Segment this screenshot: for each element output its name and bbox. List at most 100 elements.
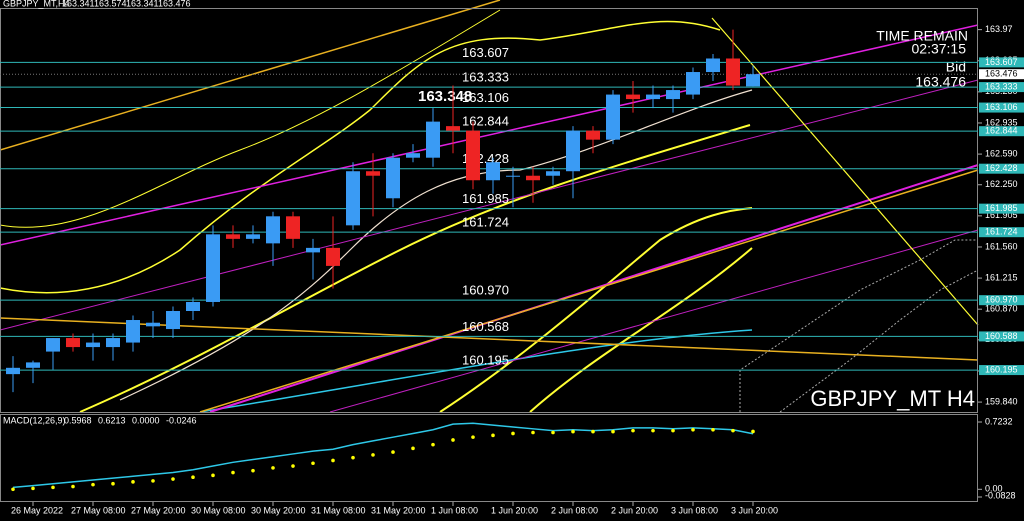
signal-dot xyxy=(631,428,635,433)
level-box xyxy=(979,227,1024,238)
drawn-objects xyxy=(0,0,979,413)
bid-label: Bid xyxy=(946,59,966,75)
candle-body xyxy=(626,94,640,100)
signal-dot xyxy=(231,470,235,475)
candle-body xyxy=(486,162,500,181)
main-frame xyxy=(0,8,978,413)
signal-dot xyxy=(331,458,335,463)
ohlc-readout: 163.341 xyxy=(62,0,95,8)
indicator-readout: -0.0246 xyxy=(166,415,197,425)
candle-body xyxy=(666,90,680,100)
x-tick-label: 27 May 08:00 xyxy=(71,505,126,515)
candle-body xyxy=(306,247,320,253)
band-upper xyxy=(0,20,721,294)
level-label: 163.607 xyxy=(462,45,509,60)
candle-body xyxy=(546,171,560,176)
level-box xyxy=(979,102,1024,113)
indicator-frame xyxy=(0,414,978,502)
y-tick-label: 159.840 xyxy=(985,396,1018,406)
level-box-label: 162.428 xyxy=(985,163,1018,173)
signal-dot xyxy=(271,466,275,470)
trendline xyxy=(0,79,979,331)
bid-box-label: 163.476 xyxy=(985,69,1018,79)
signal-dot xyxy=(311,461,315,466)
signal-dot xyxy=(351,455,355,460)
signal-dot xyxy=(51,485,55,490)
candle-body xyxy=(726,58,740,86)
level-label: 163.106 xyxy=(462,90,509,105)
candle-body xyxy=(746,74,760,87)
signal-dot xyxy=(411,446,415,451)
bid-box xyxy=(979,69,1024,80)
level-box-label: 160.588 xyxy=(985,331,1018,341)
candle-body xyxy=(426,121,440,158)
signal-dot xyxy=(191,475,195,479)
level-label: 160.195 xyxy=(462,353,509,368)
candle-body xyxy=(446,126,460,131)
candle-body xyxy=(126,320,140,343)
level-box xyxy=(979,82,1024,93)
watermark: GBPJPY_MT H4 xyxy=(810,386,975,411)
candle-body xyxy=(706,58,720,73)
level-box xyxy=(979,203,1024,214)
time-remain-label: TIME REMAIN xyxy=(876,28,968,44)
candle-body xyxy=(406,153,420,158)
candle-body xyxy=(206,234,220,302)
indicator-readout: 0.5968 xyxy=(64,415,92,425)
ma-line xyxy=(199,329,753,413)
signal-dot xyxy=(731,428,735,433)
indicator-y-tick-label: 0.7232 xyxy=(985,416,1013,426)
y-tick-label: 162.250 xyxy=(985,179,1018,189)
trendline xyxy=(711,17,979,326)
signal-dot xyxy=(591,429,595,434)
candle-body xyxy=(166,311,180,330)
bid-value: 163.476 xyxy=(915,74,966,90)
trendline xyxy=(329,229,979,413)
signal-dot xyxy=(471,435,475,439)
ma-line xyxy=(439,207,753,413)
indicator-y-tick-label: 0.00 xyxy=(985,484,1003,494)
candle-body xyxy=(526,175,540,181)
signal-dot xyxy=(251,468,255,473)
y-tick-label: 161.905 xyxy=(985,210,1018,220)
candle-body xyxy=(286,216,300,239)
level-box-label: 163.106 xyxy=(985,102,1018,112)
candle-body xyxy=(146,322,160,327)
y-tick-label: 161.560 xyxy=(985,241,1018,251)
candle-body xyxy=(326,247,340,266)
level-box-label: 161.985 xyxy=(985,203,1018,213)
x-tick-label: 3 Jun 20:00 xyxy=(731,505,778,515)
indicator-readout: 0.0000 xyxy=(132,415,160,425)
peak-label: 163.348 xyxy=(418,88,472,105)
ohlc-readout: 163.574 xyxy=(94,0,127,8)
ma-line xyxy=(119,89,753,401)
level-box xyxy=(979,126,1024,137)
signal-dot xyxy=(111,481,115,486)
signal-dot xyxy=(571,429,575,434)
y-tick-label: 161.215 xyxy=(985,272,1018,282)
candle-body xyxy=(346,171,360,226)
level-label: 160.970 xyxy=(462,283,509,298)
candle-body xyxy=(246,234,260,239)
signal-dot xyxy=(431,442,435,447)
level-label: 163.333 xyxy=(462,70,509,85)
signal-dot xyxy=(71,484,75,489)
signal-dot xyxy=(291,464,295,468)
x-tick-label: 26 May 2022 xyxy=(11,505,63,515)
signal-dot xyxy=(671,428,675,433)
symbol: GBPJPY_MT,H4 xyxy=(3,0,70,8)
signal-dot xyxy=(611,429,615,434)
y-tick-label: 162.590 xyxy=(985,148,1018,158)
signal-dot xyxy=(371,453,375,457)
indicator-title: MACD(12,26,9) xyxy=(3,415,66,425)
level-box-label: 163.607 xyxy=(985,57,1018,67)
signal-dot xyxy=(531,430,535,435)
signal-dot xyxy=(91,482,95,487)
candle-body xyxy=(506,175,520,177)
indicator-y-tick-label: -0.0828 xyxy=(985,490,1016,500)
candle-body xyxy=(366,171,380,176)
x-tick-label: 1 Jun 08:00 xyxy=(431,505,478,515)
level-box xyxy=(979,57,1024,68)
candle-body xyxy=(226,234,240,239)
